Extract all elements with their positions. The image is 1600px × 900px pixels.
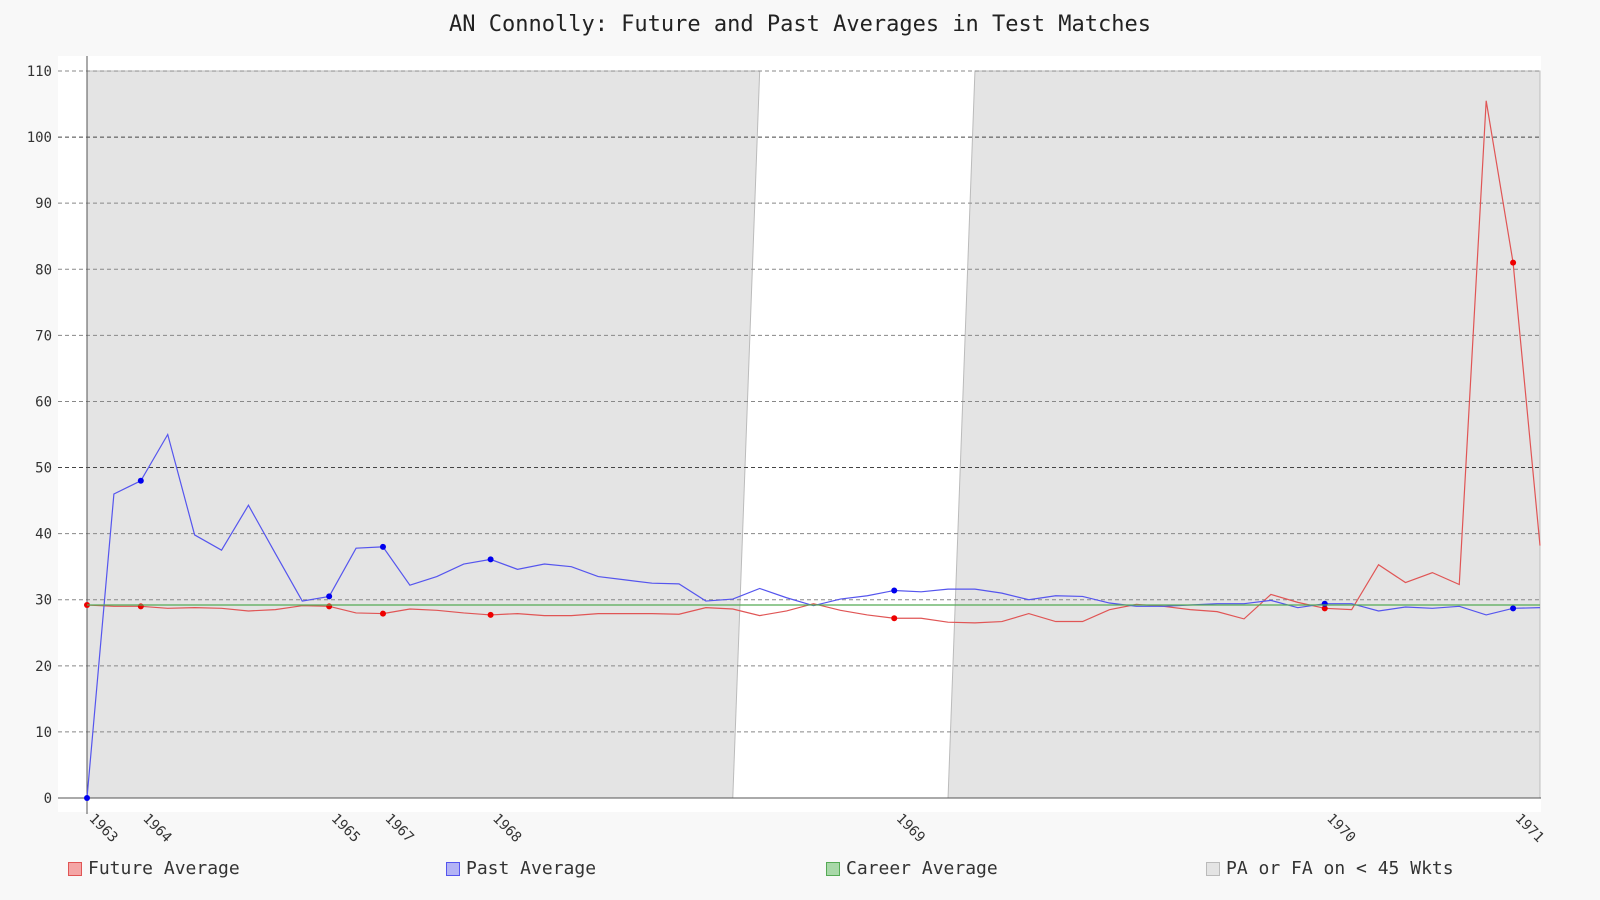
- shaded-region: [86, 70, 761, 799]
- legend-swatch: [1206, 861, 1220, 876]
- y-tick-label: 10: [35, 725, 52, 741]
- shaded-region: [947, 70, 1541, 799]
- x-tick-label: 1967: [382, 811, 417, 846]
- x-tick-label: 1964: [139, 811, 174, 846]
- data-point-future-average: [137, 603, 144, 610]
- data-point-past-average: [84, 795, 90, 801]
- x-tick-label: 1965: [328, 811, 363, 846]
- y-tick-label: 20: [35, 659, 52, 675]
- x-tick-label: 1970: [1323, 811, 1358, 846]
- chart-title: AN Connolly: Future and Past Averages in…: [449, 12, 1151, 37]
- x-tick-label: 1969: [893, 811, 928, 846]
- legend-swatch: [826, 861, 840, 876]
- y-tick-label: 110: [27, 64, 52, 80]
- y-tick-label: 80: [35, 262, 52, 278]
- y-tick-label: 0: [44, 791, 52, 807]
- data-point-past-average: [891, 587, 898, 594]
- data-point-future-average: [1510, 259, 1517, 266]
- data-point-past-average: [326, 593, 333, 600]
- data-point-future-average: [1321, 605, 1328, 612]
- legend: Future Average Past Average Career Average…: [0, 858, 1600, 884]
- legend-item: Past Average: [446, 858, 596, 879]
- data-point-future-average: [891, 615, 898, 622]
- legend-label: PA or FA on < 45 Wkts: [1226, 858, 1454, 879]
- data-point-past-average: [137, 477, 144, 484]
- legend-swatch: [68, 861, 82, 876]
- data-point-past-average: [487, 556, 494, 563]
- y-tick-label: 100: [27, 130, 52, 146]
- y-tick-label: 30: [35, 593, 52, 609]
- y-tick-label: 90: [35, 196, 52, 212]
- y-tick-label: 50: [35, 461, 52, 477]
- data-point-past-average: [1510, 605, 1517, 612]
- data-point-future-average: [379, 610, 386, 617]
- x-tick-label: 1971: [1512, 811, 1547, 846]
- data-point-future-average: [487, 611, 494, 618]
- legend-item: Future Average: [68, 858, 240, 879]
- y-tick-label: 70: [35, 328, 52, 344]
- legend-label: Career Average: [846, 858, 998, 879]
- legend-item: PA or FA on < 45 Wkts: [1206, 858, 1454, 879]
- legend-label: Future Average: [88, 858, 240, 879]
- data-point-past-average: [1321, 600, 1328, 607]
- y-tick-label: 60: [35, 394, 52, 410]
- legend-swatch: [446, 861, 460, 876]
- x-tick-label: 1968: [489, 811, 524, 846]
- legend-label: Past Average: [466, 858, 597, 879]
- x-tick-label: 1963: [86, 811, 121, 846]
- data-point-future-average: [326, 603, 333, 610]
- data-point-past-average: [379, 543, 386, 550]
- y-tick-label: 40: [35, 527, 52, 543]
- legend-item: Career Average: [826, 858, 998, 879]
